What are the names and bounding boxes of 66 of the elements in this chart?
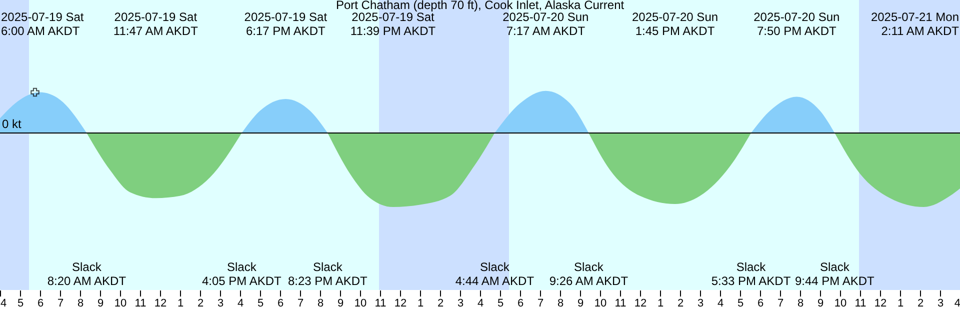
x-tick-label: 12 — [394, 298, 407, 310]
x-tick-label: 2 — [197, 298, 204, 310]
x-tick-label: 9 — [577, 298, 584, 310]
x-tick-label: 3 — [937, 298, 944, 310]
x-tick-label: 2 — [677, 298, 684, 310]
x-tick-label: 8 — [797, 298, 804, 310]
x-tick-label: 6 — [277, 298, 284, 310]
x-tick-label: 1 — [417, 298, 424, 310]
x-tick-label: 3 — [457, 298, 464, 310]
x-tick-label: 10 — [354, 298, 367, 310]
x-tick-label: 4 — [237, 298, 244, 310]
x-tick-label: 10 — [114, 298, 127, 310]
x-tick-label: 6 — [757, 298, 764, 310]
x-tick-label: 1 — [897, 298, 904, 310]
x-tick-label: 8 — [317, 298, 324, 310]
text: 2025-07-20 Sun 7:50 PM AKDT — [754, 10, 840, 38]
text: 2025-07-19 Sat 6:17 PM AKDT — [244, 10, 328, 38]
x-tick-label: 4 — [954, 298, 960, 310]
x-tick-label: 4 — [0, 298, 7, 310]
x-tick-label: 11 — [854, 298, 866, 310]
x-tick-label: 10 — [834, 298, 847, 310]
x-tick-label: 11 — [134, 298, 146, 310]
text: 2025-07-19 Sat 6:00 AM AKDT — [1, 10, 84, 38]
text: Slack 8:23 PM AKDT — [288, 260, 368, 288]
x-tick-label: 5 — [17, 298, 24, 310]
x-tick-label: 5 — [497, 298, 504, 310]
x-tick-label: 9 — [817, 298, 824, 310]
x-tick-label: 12 — [154, 298, 167, 310]
text: Slack 9:26 AM AKDT — [549, 260, 629, 288]
x-tick-label: 2 — [917, 298, 924, 310]
x-tick-label: 3 — [217, 298, 224, 310]
text: Slack 9:44 PM AKDT — [794, 260, 876, 288]
x-tick-label: 12 — [634, 298, 647, 310]
x-tick-label: 8 — [77, 298, 84, 310]
x-tick-label: 4 — [717, 298, 724, 310]
x-tick-label: 9 — [97, 298, 104, 310]
text: 2025-07-20 Sun 1:45 PM AKDT — [632, 10, 718, 38]
x-tick-label: 4 — [477, 298, 484, 310]
x-tick-label: 2 — [437, 298, 444, 310]
x-tick-label: 7 — [57, 298, 64, 310]
text: Slack 4:05 PM AKDT — [202, 260, 282, 288]
text: 2025-07-19 Sat 11:47 AM AKDT — [113, 10, 199, 38]
x-tick-label: 1 — [177, 298, 184, 310]
x-tick-label: 3 — [697, 298, 704, 310]
x-tick-label: 1 — [657, 298, 664, 310]
x-tick-label: 7 — [297, 298, 304, 310]
text: Slack 5:33 PM AKDT — [711, 260, 792, 288]
x-tick-label: 10 — [594, 298, 607, 310]
x-tick-label: 5 — [737, 298, 744, 310]
x-tick-label: 11 — [374, 298, 386, 310]
x-tick-label: 9 — [337, 298, 344, 310]
x-tick-label: 11 — [614, 298, 626, 310]
x-tick-label: 6 — [517, 298, 524, 310]
x-tick-label: 8 — [557, 298, 564, 310]
text: 2025-07-19 Sat 11:39 PM AKDT — [350, 10, 436, 38]
text: Slack 4:44 AM AKDT — [455, 260, 535, 288]
x-tick-label: 7 — [537, 298, 544, 310]
x-tick-label: 5 — [257, 298, 264, 310]
text: 2025-07-20 Sun 7:17 AM AKDT — [502, 10, 589, 38]
text: 2025-07-21 Mon 2:11 AM AKDT — [870, 10, 960, 38]
text: Slack 8:20 AM AKDT — [47, 260, 127, 288]
annotation: 0 kt — [2, 117, 22, 131]
chart-title: Port Chatham (depth 70 ft), Cook Inlet, Alaska Current — [336, 0, 625, 12]
x-tick-label: 7 — [777, 298, 784, 310]
x-tick-label: 12 — [874, 298, 887, 310]
x-tick-label: 6 — [37, 298, 44, 310]
